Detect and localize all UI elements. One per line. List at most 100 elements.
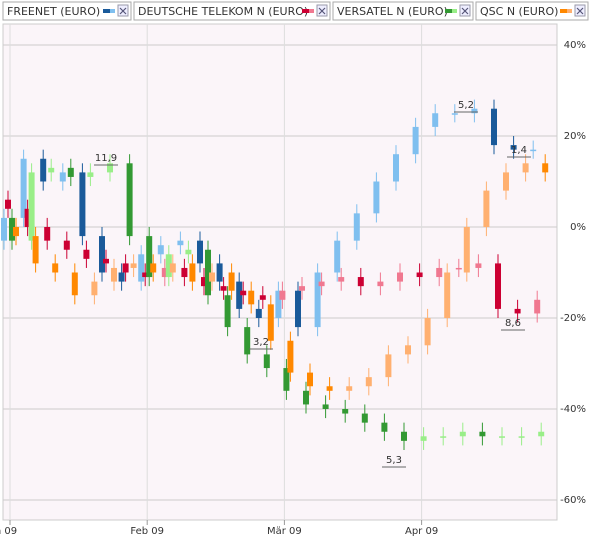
candle-body xyxy=(99,236,105,273)
candle-body xyxy=(185,249,192,255)
candle-body xyxy=(13,227,19,237)
candle-body xyxy=(303,390,309,405)
legend-box[interactable] xyxy=(133,1,331,21)
candle-body xyxy=(393,154,399,182)
candle-body xyxy=(353,213,360,241)
candle-body xyxy=(542,163,549,173)
candle-body xyxy=(377,281,384,287)
candle-body xyxy=(491,108,497,146)
candle-body xyxy=(59,172,66,182)
candle-body xyxy=(189,263,196,282)
candle-body xyxy=(334,240,341,273)
candle-body xyxy=(455,267,462,270)
candle-body xyxy=(142,272,149,278)
candle-body xyxy=(63,240,70,250)
candle-body xyxy=(444,272,451,318)
plot-area xyxy=(2,23,558,521)
candle-body xyxy=(420,436,427,441)
candle-body xyxy=(240,290,247,296)
candle-body xyxy=(201,277,207,287)
candle-body xyxy=(209,272,215,282)
candle-body xyxy=(459,431,466,437)
candle-body xyxy=(91,281,98,296)
candle-body xyxy=(424,318,431,346)
candle-body xyxy=(103,258,109,264)
legend-swatch xyxy=(445,9,452,13)
legend-box[interactable] xyxy=(332,1,474,21)
candle-body xyxy=(514,308,521,314)
annotation: 11,9 xyxy=(95,153,117,164)
candle-body xyxy=(40,158,47,182)
candle-body xyxy=(342,409,349,414)
candle-body xyxy=(483,190,490,227)
candle-body xyxy=(499,436,505,438)
candle-body xyxy=(87,172,94,177)
candle-body xyxy=(451,113,458,115)
legend-swatch xyxy=(309,9,314,13)
candle-body xyxy=(361,413,368,423)
candle-body xyxy=(228,272,235,291)
candle-body xyxy=(283,368,290,391)
legend-close-icon xyxy=(119,7,127,15)
candle-body xyxy=(463,227,470,273)
y-tick-label: 40% xyxy=(564,40,586,51)
legend-swatch xyxy=(567,9,572,13)
candle-body xyxy=(165,254,172,278)
candle-body xyxy=(244,327,251,355)
candle-body xyxy=(122,263,129,273)
candle-body xyxy=(318,281,325,287)
candle-body xyxy=(107,163,113,173)
candle-body xyxy=(522,163,529,173)
x-tick-label: n 09 xyxy=(0,526,17,537)
candle-body xyxy=(83,249,90,259)
candle-body xyxy=(479,431,486,437)
legend-label: DEUTSCHE TELEKOM N (EURO) xyxy=(138,5,308,18)
annotation: 3,2 xyxy=(253,337,269,348)
annotation: 8,6 xyxy=(505,318,521,329)
candle-body xyxy=(44,227,51,241)
candle-body xyxy=(48,167,55,173)
candle-body xyxy=(1,217,7,241)
candle-body xyxy=(79,172,86,237)
candle-body xyxy=(126,163,133,237)
candle-body xyxy=(52,263,59,273)
candle-body xyxy=(357,277,364,287)
candle-body xyxy=(67,167,74,177)
candle-body xyxy=(220,286,227,291)
candle-body xyxy=(205,249,211,296)
candle-body xyxy=(534,299,541,314)
candle-body xyxy=(224,295,231,328)
candle-body xyxy=(373,181,380,214)
legend-close-icon xyxy=(576,7,584,15)
legend-swatch xyxy=(103,9,110,13)
candle-body xyxy=(216,263,223,282)
legend-box[interactable] xyxy=(475,1,589,21)
candle-body xyxy=(9,217,15,241)
legend-swatch xyxy=(302,9,309,13)
candle-body xyxy=(432,113,439,127)
candle-body xyxy=(495,263,501,309)
candle-body xyxy=(28,172,35,241)
legend-box[interactable] xyxy=(2,1,132,21)
candle-body xyxy=(405,345,411,355)
candle-body xyxy=(530,149,537,152)
candle-body xyxy=(263,354,270,369)
candle-body xyxy=(111,267,117,282)
y-tick-label: -60% xyxy=(560,495,586,506)
candle-body xyxy=(248,290,255,305)
candle-body xyxy=(267,304,274,341)
candle-body xyxy=(381,422,388,432)
candle-body xyxy=(416,272,423,278)
candle-body xyxy=(130,263,137,268)
y-tick-label: -40% xyxy=(560,404,586,415)
candle-body xyxy=(197,240,203,264)
candle-body xyxy=(259,295,266,300)
candle-body xyxy=(118,272,125,282)
candle-body xyxy=(538,431,545,437)
candle-body xyxy=(518,436,525,438)
candle-body xyxy=(138,254,145,282)
candle-body xyxy=(503,172,509,191)
candle-body xyxy=(157,245,164,255)
candle-body xyxy=(161,267,168,278)
